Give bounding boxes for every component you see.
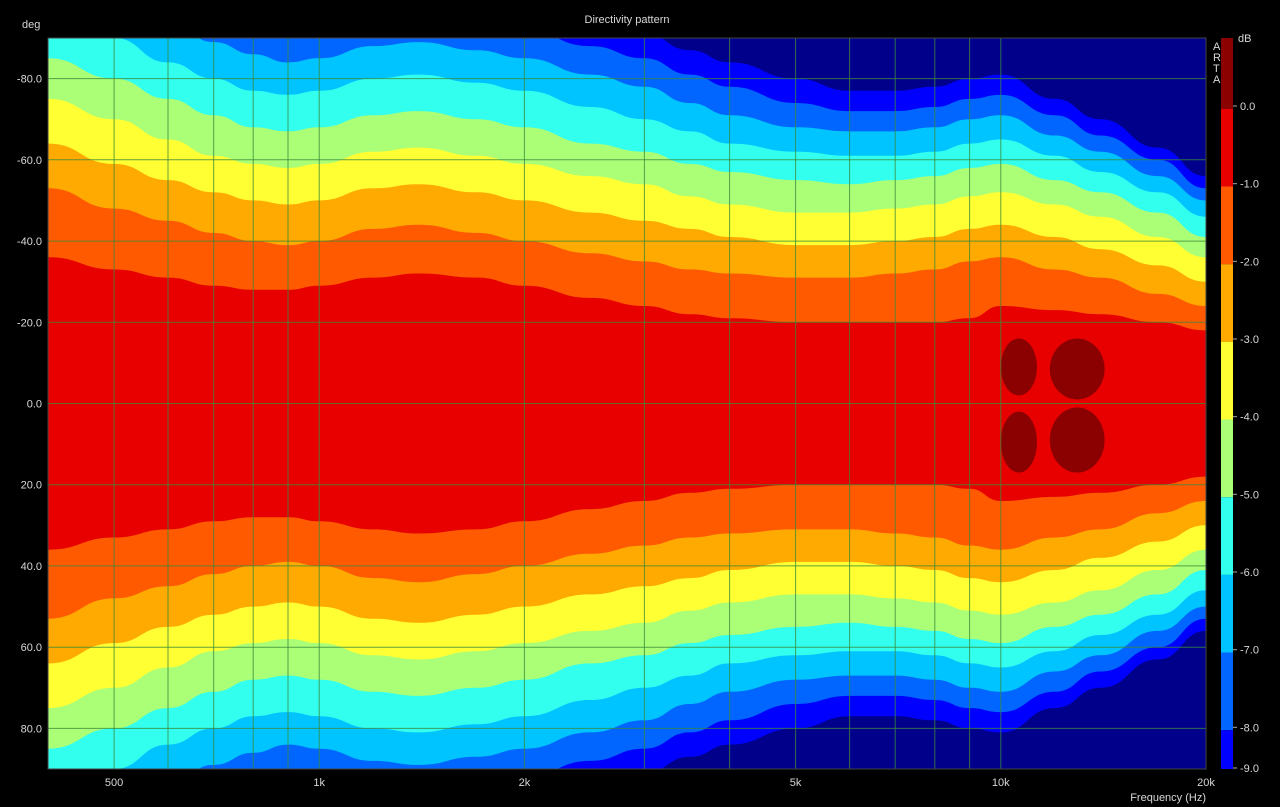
colorbar-label: -9.0 <box>1240 763 1259 775</box>
x-tick-labels: 500 1k 2k 5k 10k 20k <box>105 777 1215 789</box>
y-axis-label: deg <box>22 19 40 31</box>
y-tick-label: 0.0 <box>27 399 42 411</box>
y-tick-label: 80.0 <box>21 723 42 735</box>
plot-frame <box>47 37 1207 770</box>
colorbar-label: -7.0 <box>1240 645 1259 657</box>
colorbar-label: -2.0 <box>1240 256 1259 268</box>
colorbar-swatch <box>1221 108 1233 187</box>
colorbar-swatch <box>1221 497 1233 575</box>
colorbar-label: -8.0 <box>1240 722 1259 734</box>
colorbar-swatch <box>1221 574 1233 653</box>
y-tick-label: 60.0 <box>21 642 42 654</box>
y-tick-label: 40.0 <box>21 561 42 573</box>
colorbar-label: -1.0 <box>1240 179 1259 191</box>
x-tick-label: 20k <box>1197 777 1215 789</box>
x-tick-label: 1k <box>313 777 325 789</box>
x-tick-label: 500 <box>105 777 123 789</box>
x-axis-label: Frequency (Hz) <box>1130 792 1206 804</box>
x-tick-label: 5k <box>790 777 802 789</box>
zero-db-region <box>1049 407 1105 473</box>
grid-lines <box>48 38 1207 769</box>
colorbar-label: 0.0 <box>1240 101 1255 113</box>
zero-db-region <box>1049 338 1105 400</box>
colorbar-label: -4.0 <box>1240 412 1259 424</box>
colorbar-unit-label: dB <box>1238 33 1251 45</box>
colorbar-swatch <box>1221 264 1233 342</box>
zero-db-region <box>1000 411 1037 473</box>
colorbar-label: -6.0 <box>1240 567 1259 579</box>
colorbar-label: -5.0 <box>1240 489 1259 501</box>
colorbar-swatch <box>1221 730 1233 769</box>
hot-spots <box>1000 338 1105 473</box>
colorbar: 0.0 -1.0 -2.0 -3.0 -4.0 -5.0 -6.0 -7.0 -8.0 -9.0 <box>1221 38 1259 775</box>
y-tick-label: -20.0 <box>17 317 42 329</box>
y-tick-label: 20.0 <box>21 480 42 492</box>
contour-bands <box>48 38 1206 769</box>
x-tick-label: 2k <box>519 777 531 789</box>
chart-title: Directivity pattern <box>585 14 670 26</box>
y-tick-label: -40.0 <box>17 236 42 248</box>
y-tick-labels: -80.0 -60.0 -40.0 -20.0 0.0 20.0 40.0 60.0 80.0 <box>17 74 42 736</box>
colorbar-swatch <box>1221 38 1233 109</box>
colorbar-swatch <box>1221 186 1233 265</box>
colorbar-swatch <box>1221 341 1233 420</box>
y-tick-label: -80.0 <box>17 74 42 86</box>
colorbar-swatch <box>1221 652 1233 731</box>
colorbar-swatch <box>1221 419 1233 498</box>
y-tick-label: -60.0 <box>17 155 42 167</box>
x-tick-label: 10k <box>992 777 1010 789</box>
colorbar-label: -3.0 <box>1240 334 1259 346</box>
zero-db-region <box>1000 338 1037 396</box>
